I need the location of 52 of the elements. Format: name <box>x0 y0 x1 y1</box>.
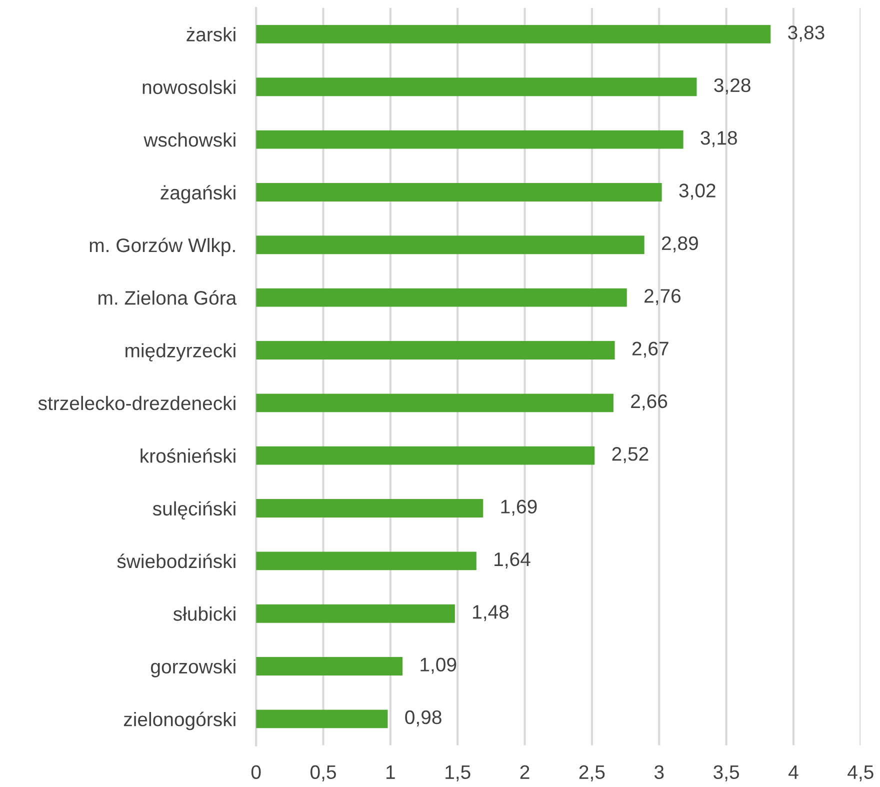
y-tick-label: wschowski <box>144 132 236 147</box>
y-tick-label: m. Zielona Góra <box>98 290 237 305</box>
x-tick-label: 0,5 <box>310 765 336 782</box>
x-tick-label: 4,5 <box>848 765 874 782</box>
data-label: 2,66 <box>631 394 668 410</box>
x-tick-label: 1,5 <box>446 765 470 782</box>
data-label: 1,64 <box>494 552 530 568</box>
bar <box>256 446 595 465</box>
x-tick-label: 3,5 <box>714 765 739 782</box>
y-tick-label: żagański <box>160 185 236 204</box>
x-tick-label: 0 <box>251 765 261 780</box>
data-label: 3,28 <box>714 78 750 94</box>
y-tick-label: żarski <box>186 27 236 42</box>
data-label: 2,76 <box>644 289 681 306</box>
bar <box>256 710 388 728</box>
data-label: 2,52 <box>612 447 648 464</box>
data-label: 0,98 <box>405 710 442 726</box>
y-tick-label: zielonogórski <box>124 712 236 730</box>
y-tick-label: m. Gorzów Wlkp. <box>90 238 235 256</box>
bar <box>256 78 697 96</box>
x-tick-label: 1 <box>386 765 395 779</box>
bar <box>256 499 484 518</box>
y-tick-label: nowosolski <box>142 80 236 94</box>
data-label: 1,09 <box>420 658 456 674</box>
y-tick-label: słubicki <box>173 606 236 621</box>
bar <box>256 183 662 202</box>
data-label: 1,69 <box>501 500 537 516</box>
bar <box>256 657 403 676</box>
x-tick-label: 2,5 <box>579 765 605 782</box>
data-label: 2,67 <box>632 342 668 358</box>
bar <box>256 394 614 412</box>
bar <box>256 341 615 360</box>
data-label: 2,89 <box>662 236 698 252</box>
y-tick-label: międzyrzecki <box>126 343 236 362</box>
y-tick-label: strzelecko-drezdenecki <box>38 396 236 410</box>
data-label: 3,02 <box>679 184 716 200</box>
y-tick-label: gorzowski <box>151 659 236 678</box>
y-tick-label: krośnieński <box>140 448 236 463</box>
x-tick-label: 2 <box>520 765 530 779</box>
x-tick-label: 4 <box>788 765 798 779</box>
bar <box>256 24 771 44</box>
bar <box>256 130 684 149</box>
data-label: 3,83 <box>788 26 824 42</box>
bar <box>256 552 476 570</box>
bar <box>256 288 627 307</box>
data-label: 3,18 <box>700 131 737 148</box>
y-tick-label: świebodziński <box>117 554 236 568</box>
y-tick-label: sulęciński <box>152 501 236 520</box>
bar <box>256 604 455 623</box>
x-tick-label: 3 <box>654 765 664 780</box>
data-label: 1,48 <box>473 605 509 622</box>
bar <box>256 236 644 254</box>
